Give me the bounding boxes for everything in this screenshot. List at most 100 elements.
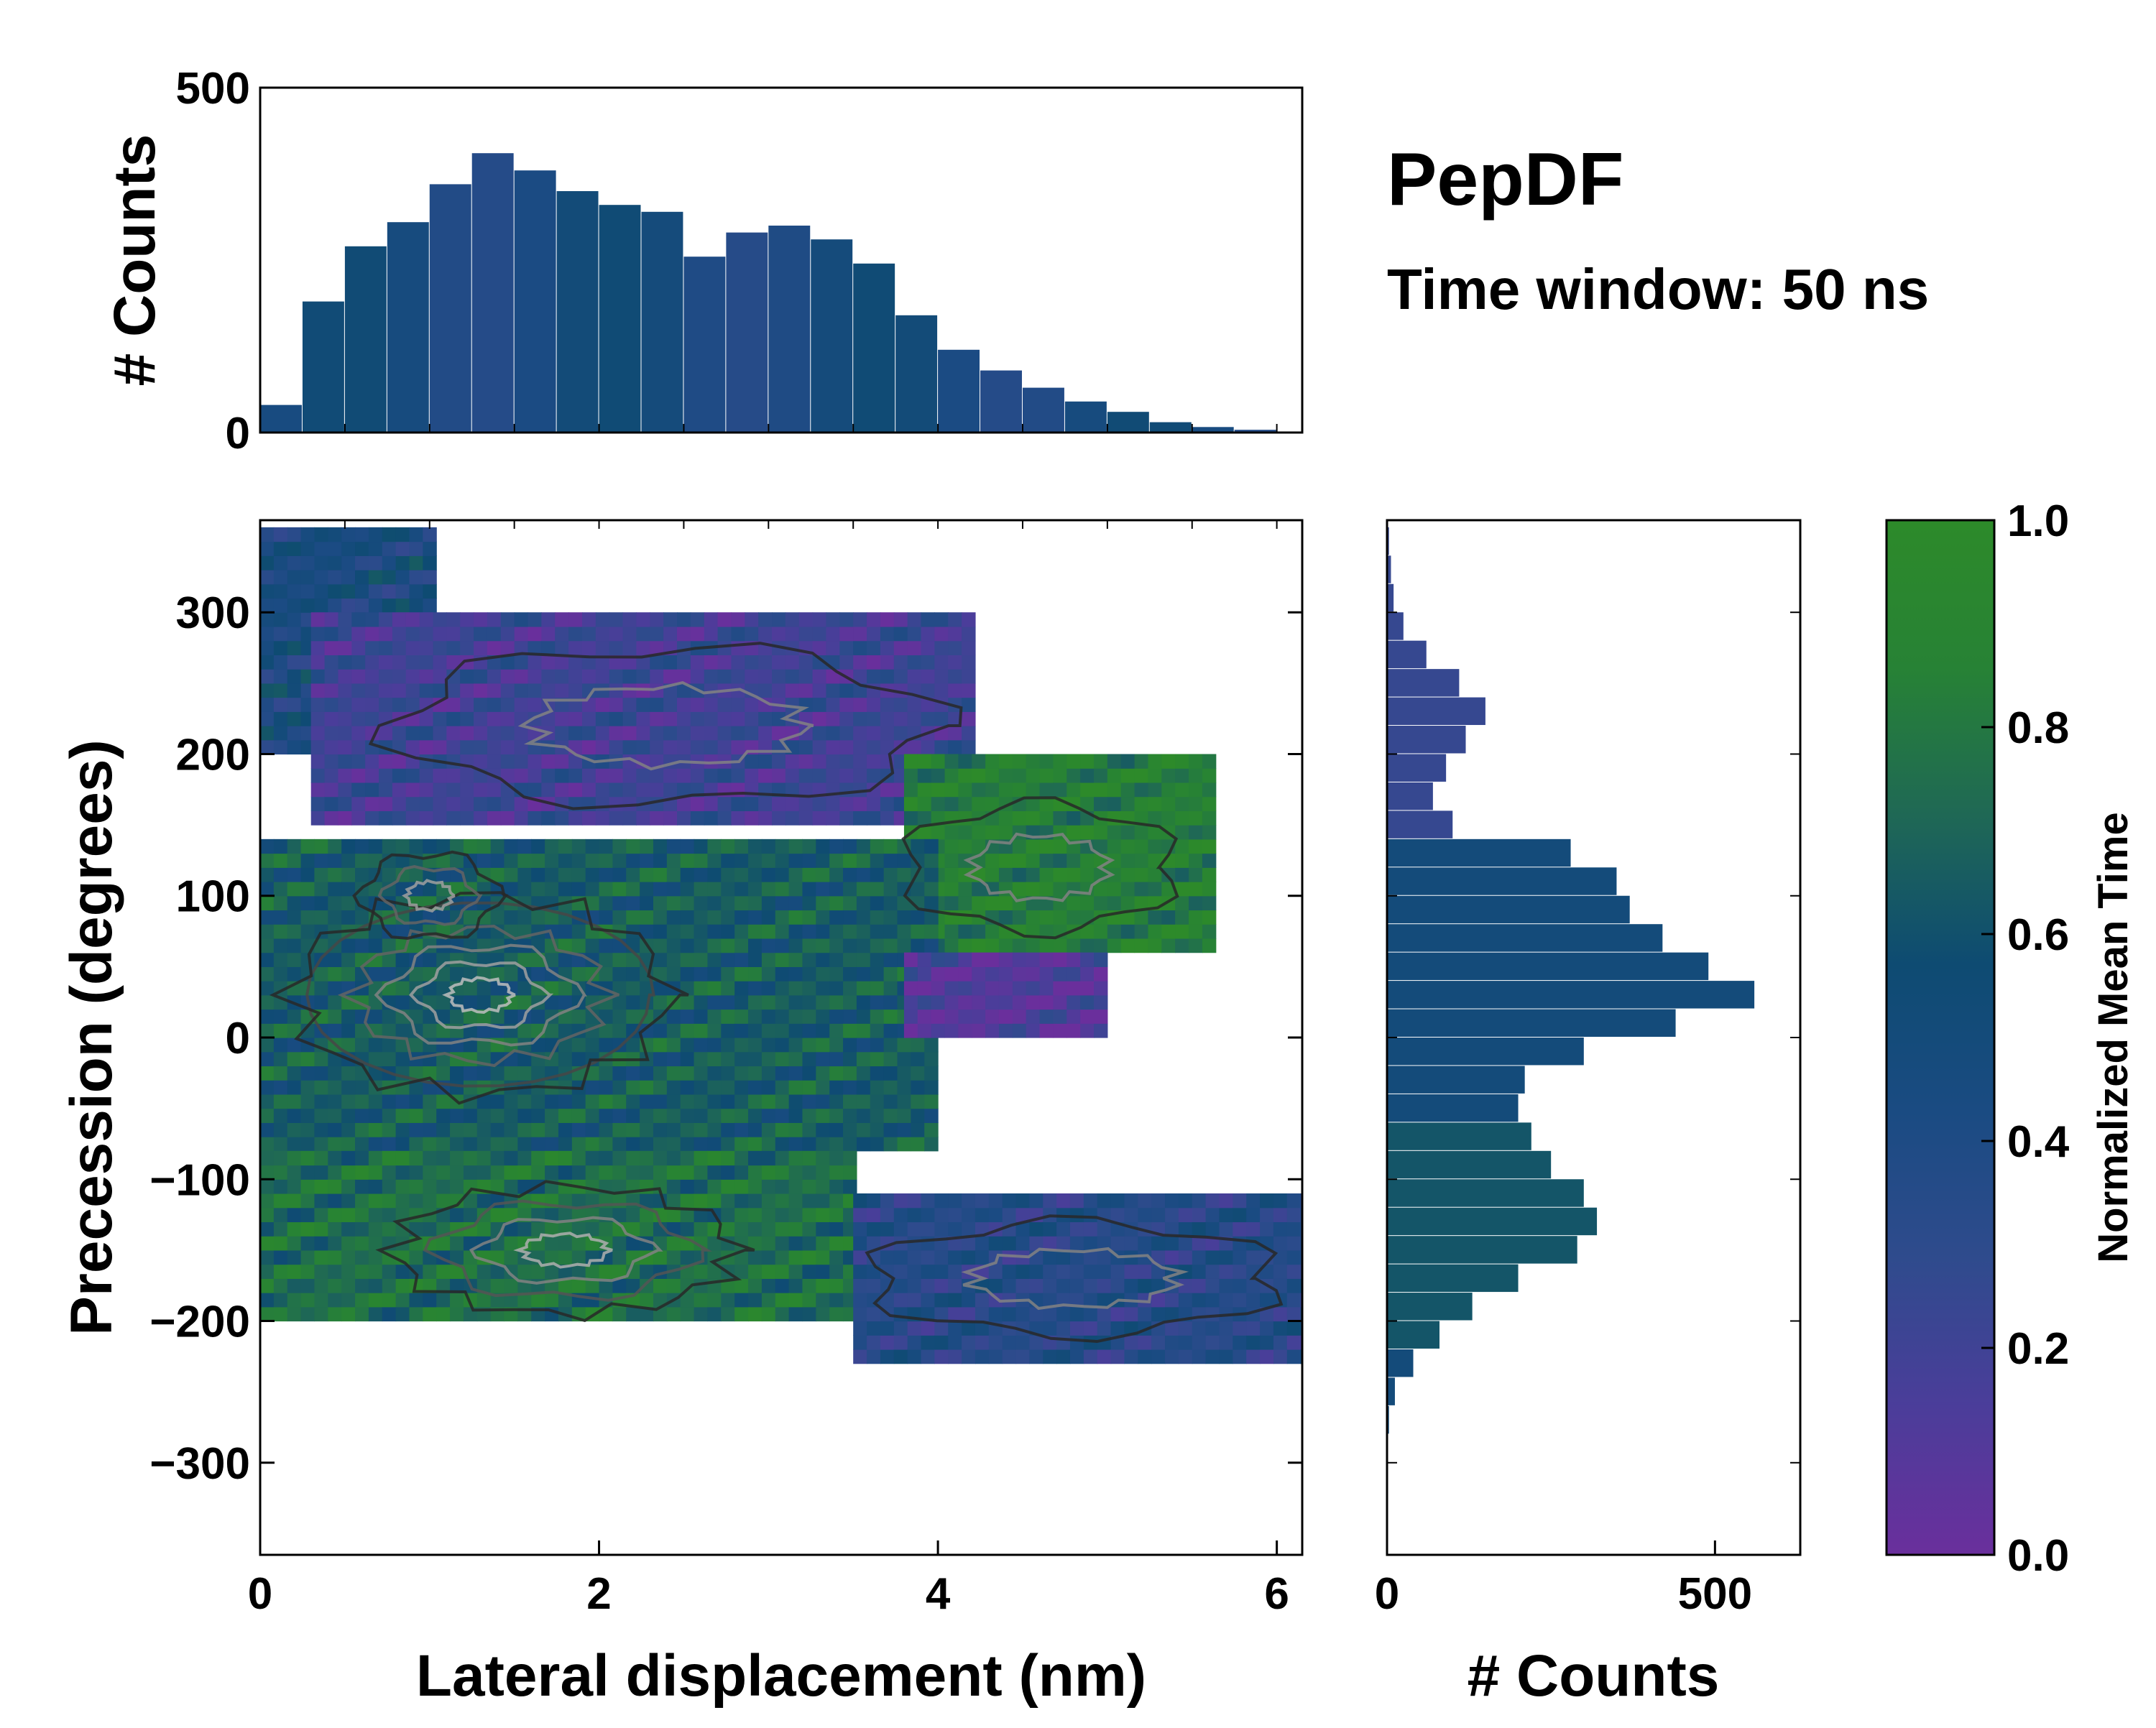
heatmap-cell [351,683,366,698]
heatmap-cell [1175,910,1189,925]
heatmap-cell [883,882,898,897]
heatmap-cell [314,1066,328,1081]
heatmap-cell [666,1193,681,1209]
heatmap-cell [365,782,379,798]
heatmap-cell [666,1137,681,1152]
heatmap-cell [314,910,328,925]
heatmap-cell [897,867,911,882]
heatmap-cell [1165,1249,1179,1265]
heatmap-cell [1012,882,1027,897]
heatmap-cell [853,1278,867,1293]
heatmap-cell [1094,1023,1108,1038]
heatmap-cell [1012,1009,1027,1024]
heatmap-cell [761,853,776,868]
colorbar-tick-label: 0.8 [2007,703,2069,753]
heatmap-cell [409,541,423,556]
heatmap-cell [1189,796,1203,811]
heatmap-cell [310,626,326,642]
heatmap-cell [640,882,654,897]
heatmap-cell [802,1221,816,1237]
heatmap-cell [1080,768,1095,783]
heatmap-cell [921,683,935,698]
heatmap-cell [839,726,854,741]
heatmap-cell [731,711,745,726]
heatmap-cell [1178,1249,1193,1265]
heatmap-cell [680,924,695,939]
heatmap-cell [707,1038,722,1053]
heatmap-cell [748,853,763,868]
heatmap-cell [1134,938,1149,953]
heatmap-cell [761,1249,776,1265]
heatmap-cell [409,1264,423,1279]
heatmap-cell [663,810,678,826]
heatmap-cell [392,669,407,684]
heatmap-cell [355,853,369,868]
heatmap-cell [1233,1249,1247,1265]
heatmap-cell [409,1179,423,1194]
heatmap-cell [975,1293,990,1308]
heatmap-cell [436,1264,451,1279]
heatmap-cell [1029,1306,1044,1322]
heatmap-cell [677,768,691,783]
heatmap-cell [487,810,502,826]
heatmap-cell [707,924,722,939]
heatmap-cell [694,1179,709,1194]
heatmap-cell [328,966,342,981]
heatmap-cell [609,739,624,755]
heatmap-cell [609,754,624,769]
right-histogram-bar [1387,669,1460,697]
heatmap-cell [958,981,972,996]
top-histogram-bar [768,226,811,433]
heatmap-cell [314,867,328,882]
heatmap-cell [1080,924,1095,939]
heatmap-cell [450,1137,464,1152]
heatmap-cell [541,612,556,627]
heatmap-cell [761,966,776,981]
heatmap-cell [829,882,844,897]
heatmap-cell [761,1066,776,1081]
heatmap-cell [595,711,610,726]
heatmap-cell [1043,1236,1057,1251]
heatmap-cell [653,1066,668,1081]
heatmap-cell [1069,1306,1084,1322]
heatmap-cell [856,910,871,925]
heatmap-cell [1069,1278,1084,1293]
heatmap-cell [761,1306,776,1322]
heatmap-cell [775,1137,790,1152]
heatmap-cell [653,1080,668,1095]
heatmap-cell [931,1023,946,1038]
heatmap-cell [314,1179,328,1194]
heatmap-cell [300,527,315,542]
heatmap-cell [433,711,447,726]
heatmap-cell [772,796,786,811]
heatmap-cell [395,527,410,542]
heatmap-cell [423,882,437,897]
heatmap-cell [1134,867,1149,882]
heatmap-cell [731,612,745,627]
heatmap-cell [300,1193,315,1209]
heatmap-cell [883,952,898,967]
heatmap-cell [666,1236,681,1251]
heatmap-cell [1080,867,1095,882]
heatmap-cell [599,1150,614,1166]
heatmap-cell [775,1264,790,1279]
heatmap-cell [761,1150,776,1166]
heatmap-cell [338,739,352,755]
heatmap-cell [907,739,922,755]
heatmap-cell [1233,1335,1247,1350]
heatmap-cell [273,612,288,627]
heatmap-cell [931,754,946,769]
heatmap-cell [273,1293,288,1308]
heatmap-cell [680,966,695,981]
heatmap-cell [460,739,474,755]
heatmap-cell [599,895,614,911]
heatmap-cell [880,1193,895,1209]
heatmap-cell [1175,810,1189,826]
heatmap-cell [921,1321,935,1336]
heatmap-cell [1202,754,1217,769]
heatmap-cell [761,1038,776,1053]
heatmap-cell [612,853,627,868]
heatmap-cell [368,598,383,613]
heatmap-cell [721,1023,735,1038]
heatmap-cell [775,1122,790,1137]
